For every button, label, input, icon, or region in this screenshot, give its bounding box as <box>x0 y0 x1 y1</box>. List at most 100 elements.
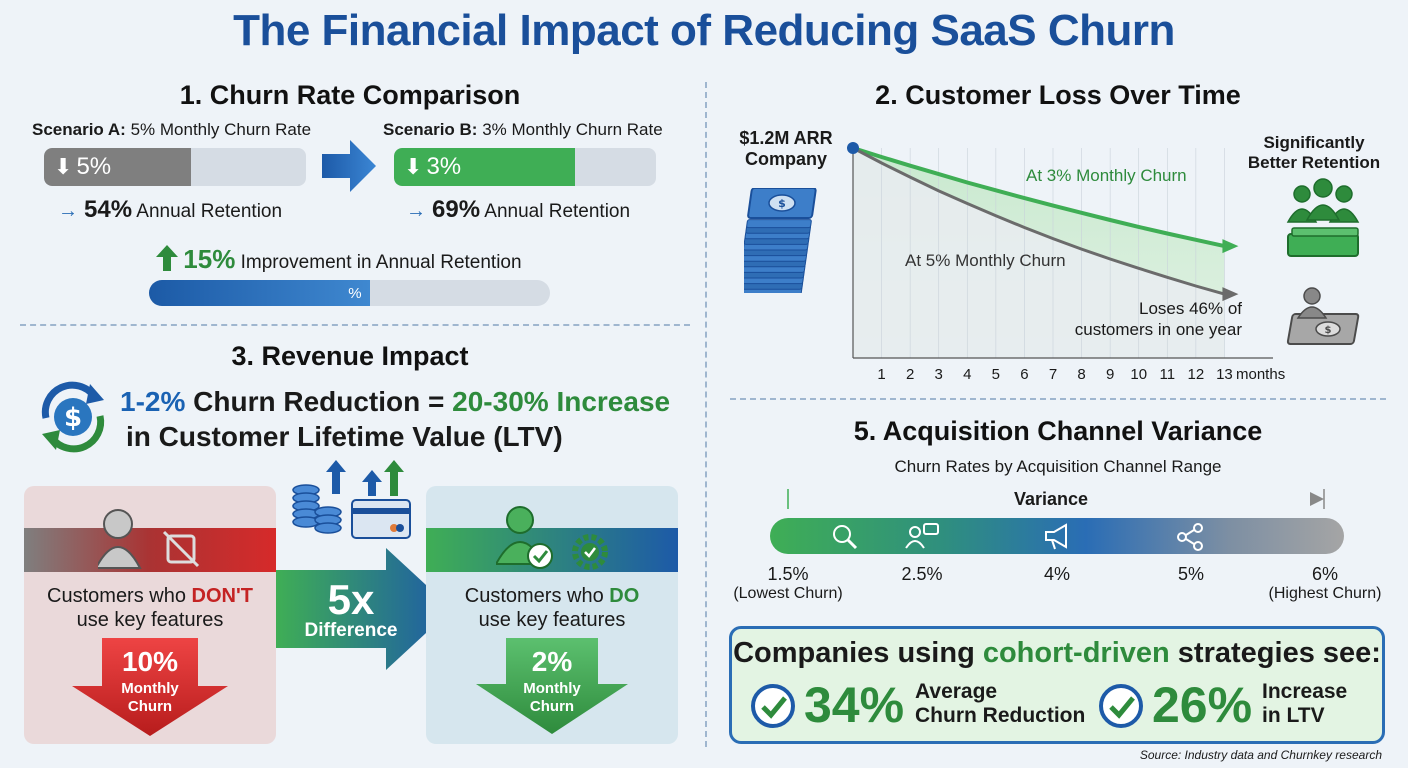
right-arrow-icon: → <box>406 200 426 222</box>
variance-arrow <box>787 489 1325 509</box>
search-icon <box>833 525 858 550</box>
x-tick-label: 6 <box>1020 366 1029 383</box>
cohort-heading-c: strategies see: <box>1169 637 1381 669</box>
channel-value: 5% <box>1177 564 1204 584</box>
x-tick-label: 11 <box>1159 366 1176 383</box>
section3-heading: 3. Revenue Impact <box>231 341 469 371</box>
feature-users-card: Customers who DO use key features 2% Mon… <box>426 486 678 744</box>
non-feature-churn-value: 10% <box>121 646 179 677</box>
company-label: $1.2M ARR Company <box>728 128 844 170</box>
difference-arrow-icon <box>276 548 452 670</box>
non-feature-churn-label: Monthly Churn <box>24 680 276 716</box>
scenario-b-bar-label: 3% <box>426 153 462 180</box>
right-arrow-icon: → <box>58 200 78 222</box>
churn-3-line <box>852 146 1225 249</box>
churn-5-arrowhead <box>1222 287 1239 302</box>
scenario-a-bar-fill: ⬇ 5% <box>44 148 191 186</box>
improvement-text: Improvement in Annual Retention <box>240 252 522 273</box>
stat1-label: Average Churn Reduction <box>915 680 1085 728</box>
scenario-b-title: Scenario B: 3% Monthly Churn Rate <box>383 120 663 140</box>
loss-note: Loses 46% of customers in one year <box>1060 298 1242 340</box>
loss-note-line1: Loses 46% of <box>1138 299 1242 318</box>
channel-value: 2.5% <box>901 564 943 584</box>
cohort-heading-a: Companies using <box>733 637 983 669</box>
difference-value: 5x <box>327 576 375 623</box>
stat2-value: 26% <box>1152 677 1253 733</box>
scenario-b-retention: → 69% Annual Retention <box>406 196 630 224</box>
x-tick-label: 8 <box>1077 366 1086 383</box>
churn-5-area <box>853 148 1225 358</box>
feature-churn-label-2: Churn <box>529 698 575 715</box>
scenario-b-retention-text: Annual Retention <box>484 201 631 222</box>
green-down-arrow-icon <box>476 638 628 734</box>
revenue-headline-line1: 1-2% Churn Reduction = 20-30% Increase <box>120 386 670 418</box>
scenario-a-bar: ⬇ 5% <box>44 148 306 186</box>
megaphone-icon <box>1045 523 1067 550</box>
feature-users-text-c: use key features <box>478 609 626 631</box>
x-tick-label: 2 <box>905 366 915 383</box>
cohort-heading-emphasis: cohort-driven <box>982 637 1170 669</box>
better-retention-line1: Significantly <box>1263 133 1365 152</box>
difference-label: Difference <box>304 620 398 641</box>
stat1-label-1: Average <box>915 680 998 703</box>
channel-value-note: (Lowest Churn) <box>733 585 843 602</box>
svg-text:$: $ <box>778 197 786 210</box>
x-tick-label: 3 <box>934 366 943 383</box>
customer-group-icon <box>1286 178 1360 257</box>
x-tick-label: 10 <box>1130 366 1148 383</box>
improvement-progress-label: % <box>348 284 362 302</box>
revenue-headline-line2: in Customer Lifetime Value (LTV) <box>126 421 563 452</box>
ltv-increase-value: 20-30% Increase <box>452 386 671 417</box>
channel-value: 1.5% <box>767 564 809 584</box>
scenario-a-desc: 5% Monthly Churn Rate <box>130 120 312 139</box>
x-tick-label: 4 <box>963 366 972 383</box>
channel-variance-bar <box>770 518 1344 554</box>
svg-text:$: $ <box>1325 325 1332 336</box>
referral-chat-icon <box>905 523 939 549</box>
stat1-label-2: Churn Reduction <box>915 704 1086 727</box>
scenario-b-retention-value: 69% <box>432 196 481 223</box>
down-arrow-icon: ⬇ <box>404 154 423 179</box>
churn-3-arrowhead <box>1222 239 1239 254</box>
stat2-label: Increase in LTV <box>1262 680 1347 728</box>
improvement-line: 15% Improvement in Annual Retention <box>156 244 522 275</box>
feature-users-text-a: Customers who <box>464 585 610 607</box>
user-with-features-icon <box>496 506 608 570</box>
cohort-results-box <box>729 626 1385 744</box>
x-tick-label: 1 <box>877 366 886 383</box>
x-tick-label: 7 <box>1048 366 1058 383</box>
loss-note-line2: customers in one year <box>1074 320 1242 339</box>
vertical-divider <box>705 82 707 747</box>
company-label-line1: $1.2M ARR <box>739 128 833 148</box>
channel-value-note: (Highest Churn) <box>1268 585 1382 602</box>
scenario-a-retention-text: Annual Retention <box>136 201 283 222</box>
stat1-value: 34% <box>804 677 905 733</box>
company-label-line2: Company <box>744 149 827 169</box>
comparison-arrow-icon <box>322 140 376 192</box>
stat2-label-1: Increase <box>1262 680 1348 703</box>
feature-users-emphasis: DO <box>609 585 640 607</box>
cohort-heading: Companies using cohort-driven strategies… <box>729 637 1385 670</box>
non-feature-users-text-a: Customers who <box>47 585 192 607</box>
scenario-a-retention: → 54% Annual Retention <box>58 196 282 224</box>
feature-churn-label: Monthly Churn <box>426 680 678 716</box>
better-retention-line2: Better Retention <box>1247 153 1381 172</box>
share-icon <box>1177 523 1203 551</box>
line-5-label: At 5% Monthly Churn <box>905 251 1066 270</box>
scenario-a-title: Scenario A: 5% Monthly Churn Rate <box>32 120 311 140</box>
section5-subtitle: Churn Rates by Acquisition Channel Range <box>894 457 1222 476</box>
red-down-arrow-icon <box>72 638 228 736</box>
scenario-a-retention-value: 54% <box>84 196 133 223</box>
x-tick-label: 12 <box>1187 366 1205 383</box>
x-tick-label: 9 <box>1105 366 1115 383</box>
line-3-label: At 3% Monthly Churn <box>1026 166 1187 185</box>
non-feature-users-emphasis: DON'T <box>191 585 253 607</box>
non-feature-users-band <box>24 528 276 572</box>
scenario-b-desc: 3% Monthly Churn Rate <box>482 120 663 139</box>
scenario-a-bar-label: 5% <box>76 153 112 180</box>
churn-5-line <box>852 146 1225 296</box>
section2-heading: 2. Customer Loss Over Time <box>875 80 1241 110</box>
source-note: Source: Industry data and Churnkey resea… <box>1139 748 1382 762</box>
check-circle-icon <box>1099 684 1143 728</box>
scenario-a-label: Scenario A: <box>32 120 126 139</box>
